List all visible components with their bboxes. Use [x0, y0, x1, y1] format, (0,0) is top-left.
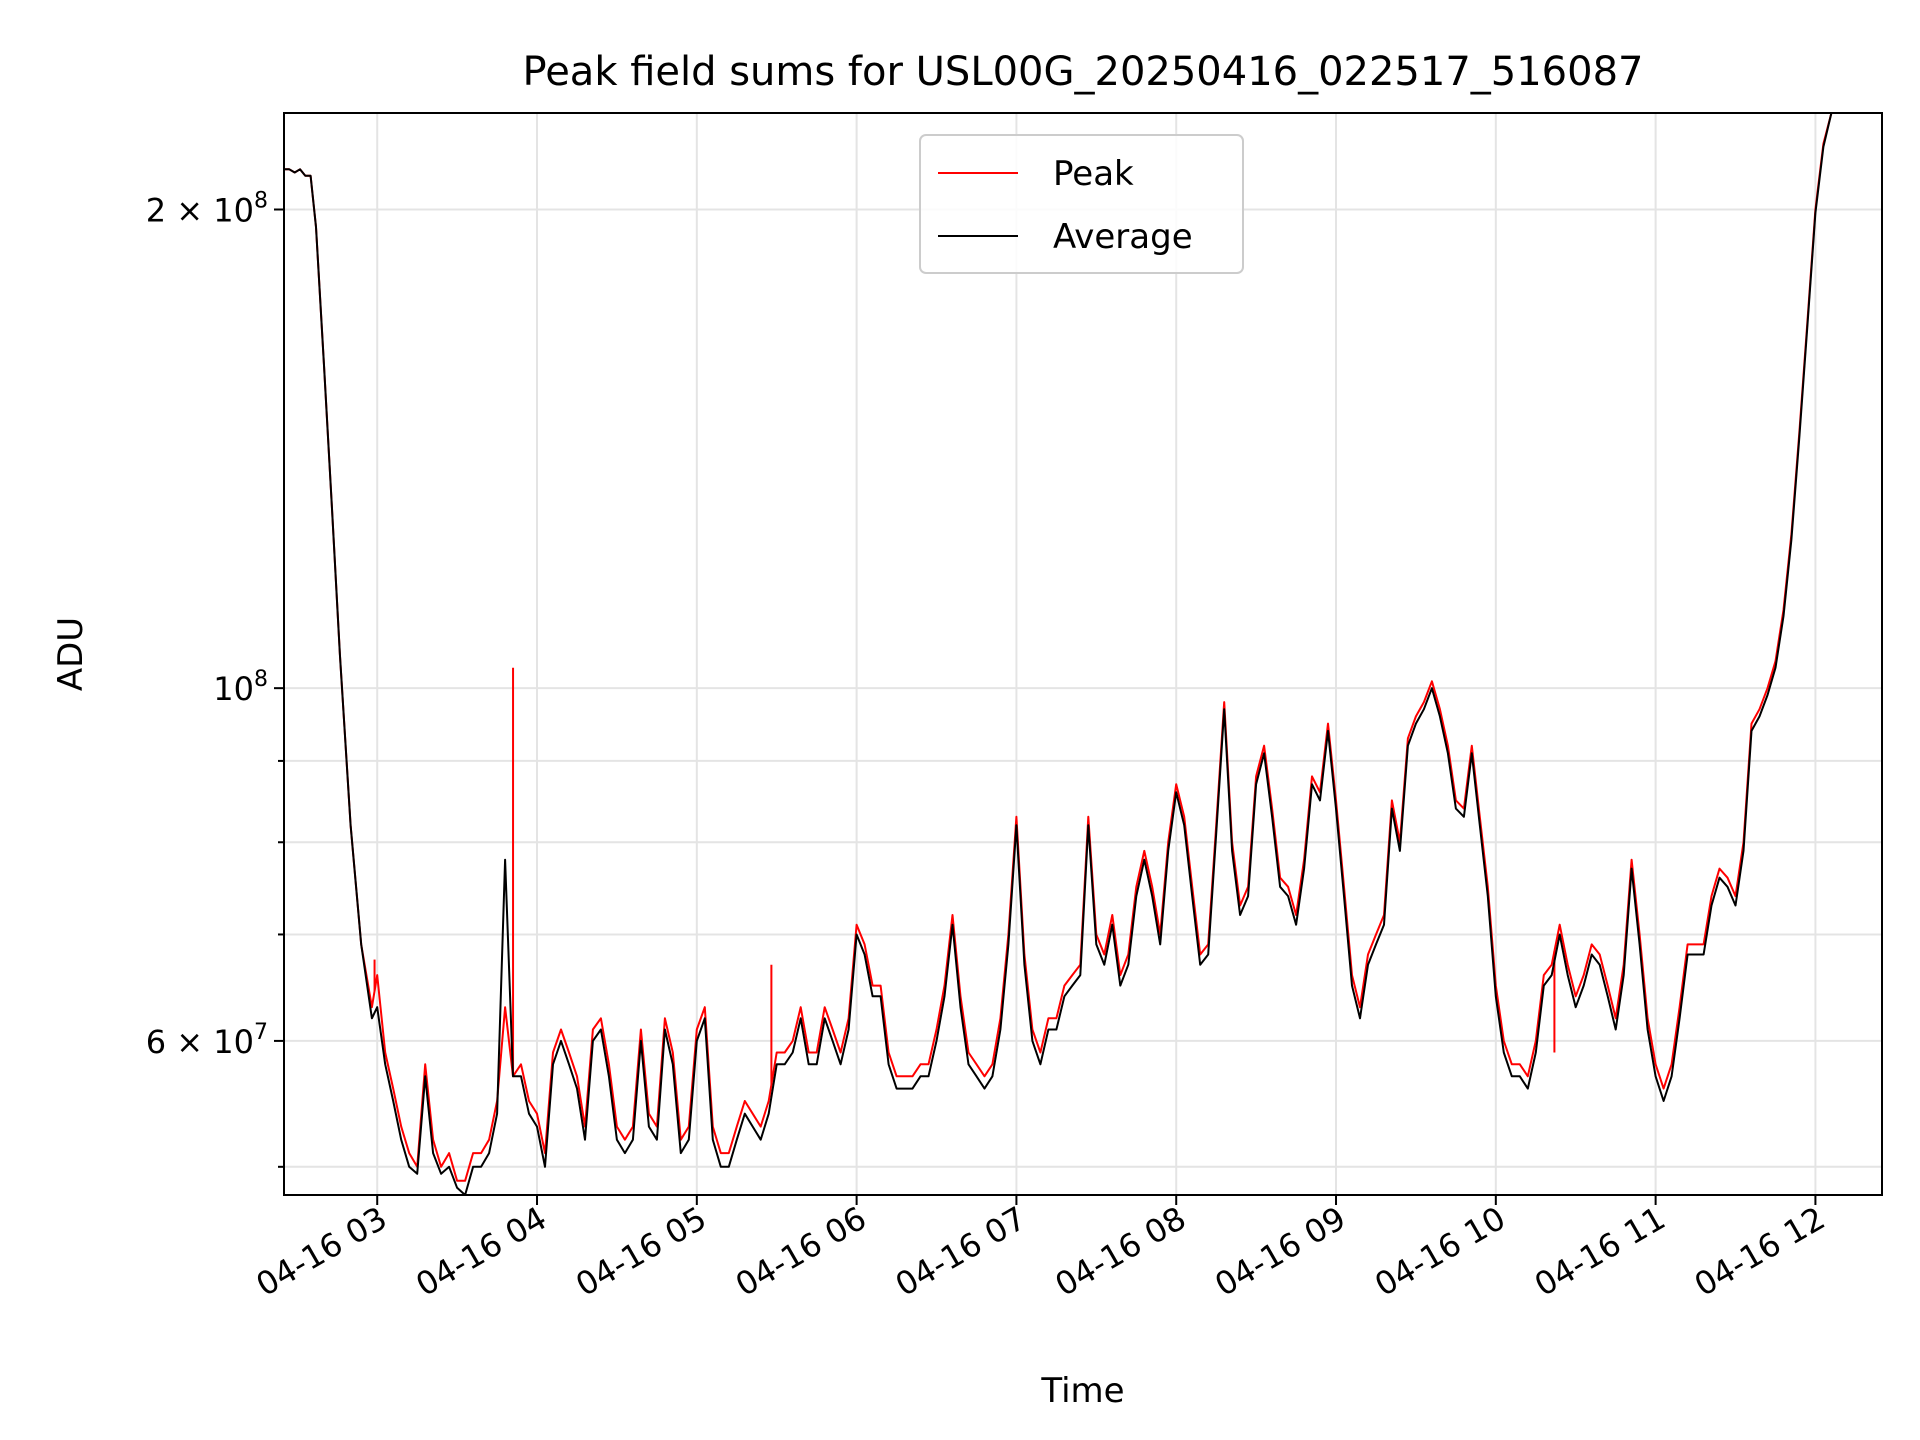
y-tick-label: 2 × 108: [146, 189, 268, 230]
legend: Peak Average: [919, 134, 1244, 274]
x-axis-label: Time: [1040, 1371, 1124, 1411]
y-tick-label: 6 × 107: [146, 1020, 268, 1061]
chart-title: Peak field sums for USL00G_20250416_0225…: [523, 49, 1644, 95]
series-line-peak: [284, 113, 1833, 1182]
legend-box: [919, 134, 1244, 274]
legend-label-peak: Peak: [1053, 154, 1134, 194]
plot-area: [284, 113, 1833, 1195]
y-axis-label: ADU: [51, 617, 91, 691]
legend-label-average: Average: [1053, 217, 1193, 257]
grid-lines: [284, 113, 1882, 1195]
axes-frame: [283, 112, 1883, 1196]
series-line-average: [284, 113, 1833, 1195]
